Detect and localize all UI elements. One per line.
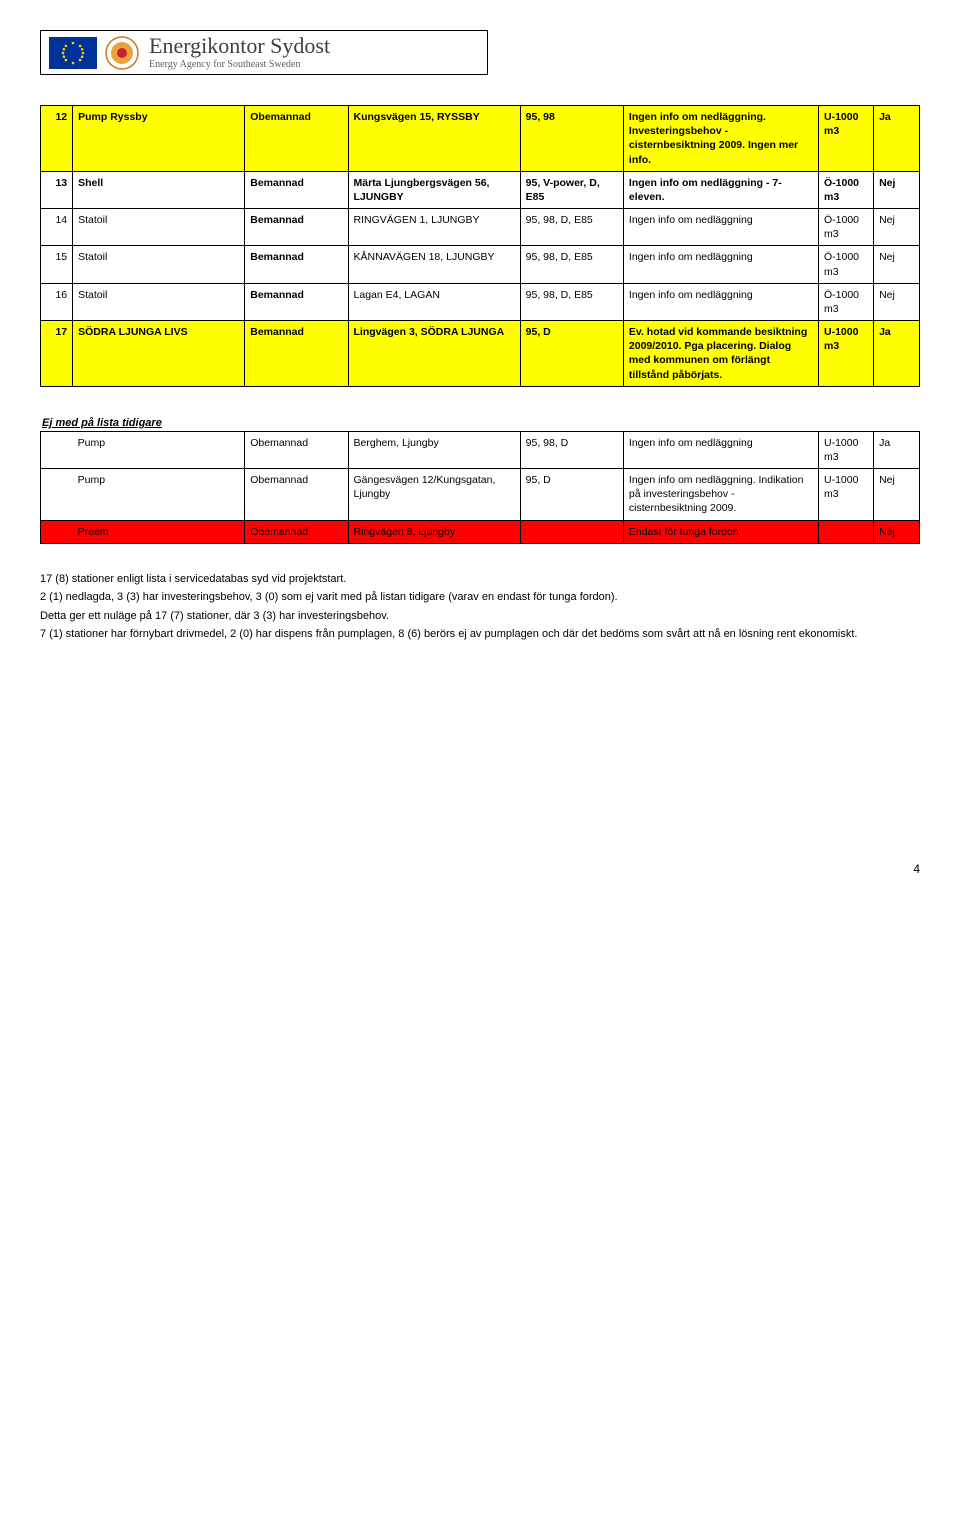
table-cell: Nej [874,209,920,246]
brand-title: Energikontor Sydost [149,35,330,57]
table-row: 12Pump RyssbyObemannadKungsvägen 15, RYS… [41,106,920,172]
table-cell: Preem [73,520,245,543]
table-row: PumpObemannadGängesvägen 12/Kungsgatan, … [41,469,920,521]
stations-table-1: 12Pump RyssbyObemannadKungsvägen 15, RYS… [40,105,920,387]
table-cell: Obemannad [245,106,348,172]
table-row: PumpObemannadBerghem, Ljungby95, 98, DIn… [41,431,920,468]
table-cell: RINGVÄGEN 1, LJUNGBY [348,209,520,246]
table-cell: Bemannad [245,283,348,320]
table-cell: Obemannad [245,431,348,468]
table-cell: Kungsvägen 15, RYSSBY [348,106,520,172]
eu-flag-icon [49,37,97,69]
table-cell: Obemannad [245,469,348,521]
table-cell: 95, 98, D, E85 [520,283,623,320]
section-2-title: Ej med på lista tidigare [42,417,920,429]
stations-table-2: PumpObemannadBerghem, Ljungby95, 98, DIn… [40,431,920,544]
table-cell: Bemannad [245,246,348,283]
table-cell: Bemannad [245,171,348,208]
table-cell: Bemannad [245,209,348,246]
page-number: 4 [40,862,920,876]
table-row: 15StatoilBemannadKÅNNAVÄGEN 18, LJUNGBY9… [41,246,920,283]
table-cell [41,520,73,543]
table-cell: Ja [874,321,920,387]
table-row: 14StatoilBemannadRINGVÄGEN 1, LJUNGBY95,… [41,209,920,246]
table-cell: Berghem, Ljungby [348,431,520,468]
table-cell: Gängesvägen 12/Kungsgatan, Ljungby [348,469,520,521]
table-cell: Ja [874,106,920,172]
summary-paragraph: 2 (1) nedlagda, 3 (3) har investeringsbe… [40,590,900,605]
table-cell: Endast för tunga fordon [623,520,818,543]
table-cell: Nej [874,520,920,543]
table-cell: Ingen info om nedläggning. Indikation på… [623,469,818,521]
table-row: 13ShellBemannadMärta Ljungbergsvägen 56,… [41,171,920,208]
table-cell: KÅNNAVÄGEN 18, LJUNGBY [348,246,520,283]
table-row: PreemObemannadRingvägen 8, Ljungby Endast… [41,520,920,543]
table-row: 17SÖDRA LJUNGA LIVSBemannadLingvägen 3, … [41,321,920,387]
table-cell: Nej [874,171,920,208]
table-cell: 12 [41,106,73,172]
table-cell: Ö-1000 m3 [818,171,873,208]
brand-subtitle: Energy Agency for Southeast Sweden [149,59,330,70]
table-cell: Ingen info om nedläggning [623,246,818,283]
table-cell: Nej [874,246,920,283]
table-cell: 95, V-power, D, E85 [520,171,623,208]
table-cell: U-1000 m3 [818,106,873,172]
table-cell: Lagan E4, LAGAN [348,283,520,320]
table-cell: Shell [73,171,245,208]
table-cell [41,469,73,521]
summary-paragraph: 17 (8) stationer enligt lista i serviced… [40,572,900,587]
table-cell: Lingvägen 3, SÖDRA LJUNGA [348,321,520,387]
table-row: 16StatoilBemannadLagan E4, LAGAN95, 98, … [41,283,920,320]
table-cell: Ingen info om nedläggning [623,283,818,320]
summary-paragraph: 7 (1) stationer har förnybart drivmedel,… [40,627,900,642]
table-cell: Ingen info om nedläggning - 7-eleven. [623,171,818,208]
table-cell: Ingen info om nedläggning. Investeringsb… [623,106,818,172]
table-cell: U-1000 m3 [818,431,873,468]
brand-sun-icon [105,36,139,70]
table-cell: Statoil [73,209,245,246]
table-cell: Ringvägen 8, Ljungby [348,520,520,543]
table-cell: Ev. hotad vid kommande besiktning 2009/2… [623,321,818,387]
table-cell: Nej [874,469,920,521]
table-cell: Ö-1000 m3 [818,283,873,320]
table-cell [818,520,873,543]
table-cell: Statoil [73,283,245,320]
table-cell: 95, 98, D, E85 [520,209,623,246]
table-cell: 15 [41,246,73,283]
table-cell: 14 [41,209,73,246]
table-cell: 17 [41,321,73,387]
table-cell: 95, D [520,321,623,387]
table-cell: Ingen info om nedläggning [623,431,818,468]
table-cell: 16 [41,283,73,320]
table-cell: U-1000 m3 [818,469,873,521]
table-cell [520,520,623,543]
table-cell: Pump [73,431,245,468]
table-cell: Pump [73,469,245,521]
summary-paragraph: Detta ger ett nuläge på 17 (7) stationer… [40,609,900,624]
table-cell: 95, D [520,469,623,521]
table-cell: Nej [874,283,920,320]
table-cell: 95, 98 [520,106,623,172]
header-logo: Energikontor Sydost Energy Agency for So… [40,30,488,75]
table-cell: SÖDRA LJUNGA LIVS [73,321,245,387]
table-cell [41,431,73,468]
table-cell: Ingen info om nedläggning [623,209,818,246]
table-cell: Pump Ryssby [73,106,245,172]
table-cell: Ö-1000 m3 [818,209,873,246]
summary-text: 17 (8) stationer enligt lista i serviced… [40,572,900,643]
table-cell: 95, 98, D [520,431,623,468]
table-cell: 13 [41,171,73,208]
table-cell: Märta Ljungbergsvägen 56, LJUNGBY [348,171,520,208]
table-cell: U-1000 m3 [818,321,873,387]
table-cell: Obemannad [245,520,348,543]
table-cell: Ja [874,431,920,468]
table-cell: 95, 98, D, E85 [520,246,623,283]
table-cell: Bemannad [245,321,348,387]
table-cell: Statoil [73,246,245,283]
table-cell: Ö-1000 m3 [818,246,873,283]
